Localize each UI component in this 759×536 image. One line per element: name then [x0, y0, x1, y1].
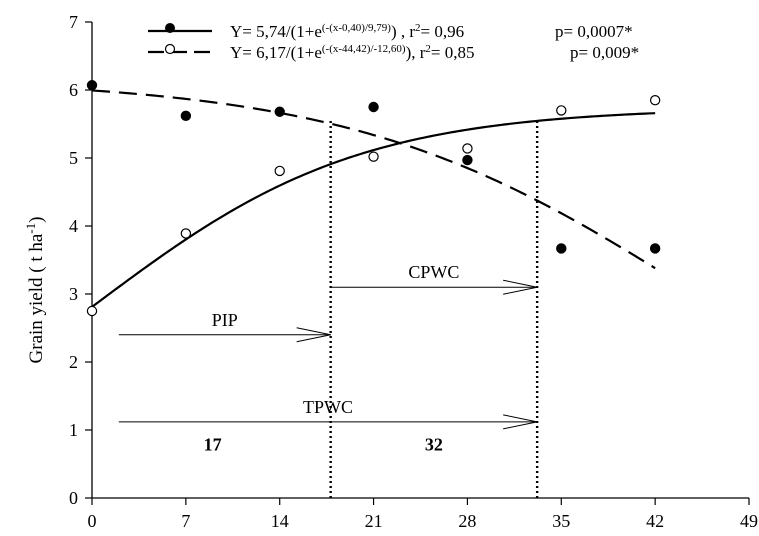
point-filled: [649, 243, 661, 254]
point-filled: [556, 243, 567, 254]
legend-2-r2: = 0,85: [431, 43, 475, 62]
point-open: [462, 143, 473, 154]
legend-entry-1: Y= 5,74/(1+e(-(x-0,40)/9,79)) , r2= 0,96…: [148, 22, 633, 41]
ticks: 0 7 14 21 28 35 42 49 0 1 2 3 4 5 6 7: [69, 12, 758, 531]
axes: [91, 22, 749, 499]
point-filled: [368, 101, 379, 113]
fitted-curves: [91, 89, 656, 308]
period-label: 17: [204, 434, 222, 454]
y-tick-label: 0: [69, 488, 78, 508]
y-axis-label: Grain yield ( t ha-1): [23, 217, 48, 364]
arrow-head: [503, 279, 538, 295]
svg-text:Grain yield ( t ha-1): Grain yield ( t ha-1): [23, 217, 48, 364]
point-filled: [180, 110, 192, 122]
point-open: [274, 165, 285, 177]
y-axis-label-main: Grain yield ( t ha: [26, 233, 47, 363]
point-filled: [462, 154, 473, 166]
y-tick-label: 3: [69, 284, 78, 304]
legend-1-r2: = 0,96: [421, 22, 465, 41]
arrow-label-tpwc: TPWC: [303, 397, 353, 417]
x-tick-label: 28: [458, 511, 476, 531]
point-filled: [86, 80, 98, 91]
arrow-label-pip: PIP: [212, 310, 238, 330]
arrow-head: [503, 414, 538, 430]
point-open: [180, 228, 192, 239]
fit-curve-1: [91, 112, 656, 308]
legend-2-formula: Y= 6,17/(1+e: [230, 43, 322, 62]
legend-2-r2-sup: 2: [425, 43, 431, 55]
fit-curve-2: [91, 89, 656, 270]
legend-1-formula: Y= 5,74/(1+e: [230, 22, 322, 41]
legend-2-formula-end: ), r: [406, 43, 426, 62]
period-label: 32: [425, 434, 443, 454]
point-open: [556, 105, 567, 116]
data-points: [86, 80, 661, 317]
x-tick-label: 0: [88, 511, 97, 531]
y-tick-label: 1: [69, 420, 78, 440]
y-tick-label: 2: [69, 352, 78, 372]
legend-2-p: p= 0,009*: [570, 43, 639, 62]
y-axis-label-sup: -1: [23, 223, 38, 234]
point-open: [368, 151, 379, 162]
x-tick-label: 49: [740, 511, 758, 531]
point-filled: [274, 106, 285, 117]
x-tick-label: 7: [181, 511, 190, 531]
legend-entry-2: Y= 6,17/(1+e(-(x-44,42)/-12,60)), r2= 0,…: [148, 43, 639, 62]
legend-2-exponent: (-(x-44,42)/-12,60): [322, 43, 406, 55]
x-tick-label: 42: [646, 511, 664, 531]
x-tick-label: 14: [271, 511, 289, 531]
legend-1-formula-end: ) , r: [391, 22, 415, 41]
y-tick-label: 4: [69, 216, 78, 236]
period-arrows: CPWC PIP TPWC 17 32: [118, 262, 538, 454]
y-tick-label: 5: [69, 148, 78, 168]
arrow-head: [296, 327, 331, 343]
x-tick-label: 35: [552, 511, 570, 531]
legend: Y= 5,74/(1+e(-(x-0,40)/9,79)) , r2= 0,96…: [148, 22, 639, 62]
legend-1-p: p= 0,0007*: [555, 22, 633, 41]
svg-text:Y= 6,17/(1+e(-(x-44,42)/-12,60: Y= 6,17/(1+e(-(x-44,42)/-12,60)), r2= 0,…: [230, 43, 475, 62]
y-tick-label: 7: [69, 12, 78, 32]
point-open: [86, 305, 98, 317]
legend-1-exponent: (-(x-0,40)/9,79): [322, 22, 391, 34]
legend-1-r2-sup: 2: [415, 22, 421, 34]
svg-text:Y= 5,74/(1+e(-(x-0,40)/9,79)): Y= 5,74/(1+e(-(x-0,40)/9,79)) , r2= 0,96: [230, 22, 464, 41]
point-open: [649, 94, 661, 106]
y-tick-label: 6: [69, 80, 78, 100]
arrow-label-cpwc: CPWC: [408, 262, 459, 282]
y-axis-label-close: ): [26, 217, 47, 223]
x-tick-label: 21: [365, 511, 383, 531]
